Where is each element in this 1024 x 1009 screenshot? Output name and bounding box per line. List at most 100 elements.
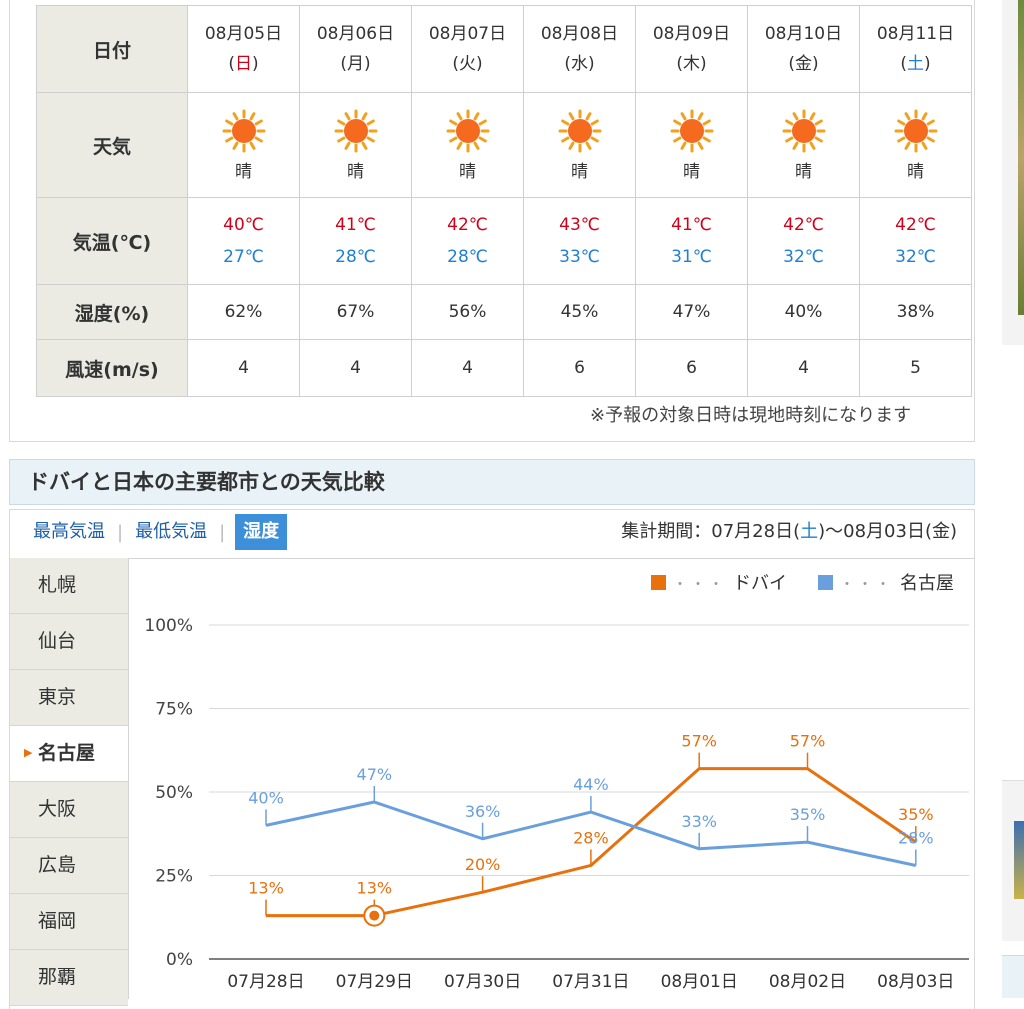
weather-text: 晴 [235, 161, 252, 182]
data-label: 47% [357, 765, 393, 784]
forecast-panel: 日付 08月05日 (日) 08月06日 (月) 08月07日 (火) 08月08日 (水) 0… [9, 0, 975, 442]
date-cell: 08月05日 (日) [187, 5, 300, 93]
comparison-title: ドバイと日本の主要都市との天気比較 [9, 459, 975, 505]
city-item[interactable]: 仙台 [10, 614, 128, 670]
paren-open: ( [788, 54, 795, 74]
x-tick-label: 08月01日 [661, 972, 738, 992]
date-cell: 08月07日 (火) [411, 5, 524, 93]
period-end: )〜08月03日(金) [818, 521, 957, 542]
weather-text: 晴 [683, 161, 700, 182]
city-item[interactable]: 広島 [10, 838, 128, 894]
city-item[interactable]: 大阪 [10, 782, 128, 838]
day-of-week: (火) [412, 49, 523, 79]
sun-icon [782, 109, 825, 152]
city-item[interactable]: 福岡 [10, 894, 128, 950]
paren-close: ) [364, 54, 371, 74]
paren-close: ) [252, 54, 259, 74]
day-of-week: (日) [188, 49, 299, 79]
row-label-temp: 気温(℃) [36, 197, 188, 285]
temp-cell: 41℃ 31℃ [635, 197, 748, 285]
temp-cell: 42℃ 28℃ [411, 197, 524, 285]
sun-icon [446, 109, 489, 152]
weather-text: 晴 [347, 161, 364, 182]
row-weather: 天気 晴 晴 晴 晴 晴 晴 晴 [36, 92, 972, 198]
day-of-week: (金) [748, 49, 859, 79]
data-label: 28% [898, 828, 934, 847]
wind-cell: 6 [635, 339, 748, 397]
paren-open: ( [452, 54, 459, 74]
dow-text: 金 [795, 54, 812, 74]
tab-min-temp[interactable]: 最低気温 [135, 521, 208, 542]
temp-low: 31℃ [671, 247, 712, 267]
weather-cell: 晴 [859, 92, 972, 198]
x-tick-label: 08月03日 [877, 972, 954, 992]
paren-open: ( [676, 54, 683, 74]
selected-point[interactable] [369, 910, 380, 921]
temp-high: 40℃ [223, 215, 264, 235]
city-item[interactable]: 東京 [10, 670, 128, 726]
sun-icon [894, 109, 937, 152]
weather-text: 晴 [907, 161, 924, 182]
tab-divider: | [219, 521, 226, 543]
wind-cell: 5 [859, 339, 972, 397]
date-text: 08月08日 [540, 24, 619, 44]
humidity-cell: 38% [859, 284, 972, 340]
data-label: 20% [465, 855, 501, 874]
x-tick-label: 07月31日 [552, 972, 629, 992]
sidebar-card-bottom [1002, 780, 1024, 941]
paren-open: ( [564, 54, 571, 74]
temp-high: 42℃ [895, 215, 936, 235]
date-text: 08月05日 [204, 24, 283, 44]
dow-text: 土 [907, 54, 924, 74]
data-label: 13% [248, 879, 284, 898]
x-tick-label: 07月28日 [227, 972, 304, 992]
wind-cell: 4 [187, 339, 300, 397]
metric-tabs: 最高気温 | 最低気温 | 湿度 [31, 514, 288, 550]
date-text: 08月10日 [764, 24, 843, 44]
paren-close: ) [812, 54, 819, 74]
tab-max-temp[interactable]: 最高気温 [33, 521, 105, 542]
day-of-week: (土) [860, 49, 971, 79]
forecast-table: 日付 08月05日 (日) 08月06日 (月) 08月07日 (火) 08月08日 (水) 0… [36, 5, 972, 397]
city-item[interactable]: 那覇 [10, 950, 128, 1006]
temp-low: 33℃ [559, 247, 600, 267]
day-of-week: (水) [524, 49, 635, 79]
dow-text: 日 [235, 54, 252, 74]
data-label: 57% [790, 732, 826, 751]
temp-low: 28℃ [335, 247, 376, 267]
city-item[interactable]: 名古屋 [10, 726, 128, 782]
y-tick-label: 0% [166, 950, 193, 970]
sidebar-header-fragment [1002, 955, 1024, 998]
wind-cell: 4 [747, 339, 860, 397]
humidity-cell: 62% [187, 284, 300, 340]
temp-low: 32℃ [783, 247, 824, 267]
weather-text: 晴 [459, 161, 476, 182]
row-label-wind: 風速(m/s) [36, 339, 188, 397]
tab-humidity[interactable]: 湿度 [235, 514, 288, 550]
data-label: 13% [357, 879, 393, 898]
period-sat: 土 [800, 521, 819, 542]
sidebar-thumbnail[interactable] [1014, 821, 1024, 899]
row-date: 日付 08月05日 (日) 08月06日 (月) 08月07日 (火) 08月08日 (水) 0… [36, 5, 972, 93]
y-tick-label: 75% [155, 700, 193, 720]
data-label: 40% [248, 788, 284, 807]
period-start: 集計期間：07月28日( [621, 521, 801, 542]
city-item[interactable]: 札幌 [10, 558, 128, 614]
date-cell: 08月08日 (水) [523, 5, 636, 93]
wind-cell: 4 [411, 339, 524, 397]
paren-close: ) [924, 54, 931, 74]
temp-low: 32℃ [895, 247, 936, 267]
humidity-chart: 0% 25% 50% 75% 100% 07月28日 07月29日 07月30日 07月31日 0… [144, 573, 969, 992]
temp-high: 43℃ [559, 215, 600, 235]
weather-text: 晴 [795, 161, 812, 182]
weather-cell: 晴 [635, 92, 748, 198]
weather-cell: 晴 [299, 92, 412, 198]
humidity-cell: 47% [635, 284, 748, 340]
temp-cell: 41℃ 28℃ [299, 197, 412, 285]
x-tick-label: 08月02日 [769, 972, 846, 992]
weather-cell: 晴 [747, 92, 860, 198]
legend-dots: ・・・ [673, 577, 727, 593]
temp-cell: 43℃ 33℃ [523, 197, 636, 285]
humidity-cell: 67% [299, 284, 412, 340]
